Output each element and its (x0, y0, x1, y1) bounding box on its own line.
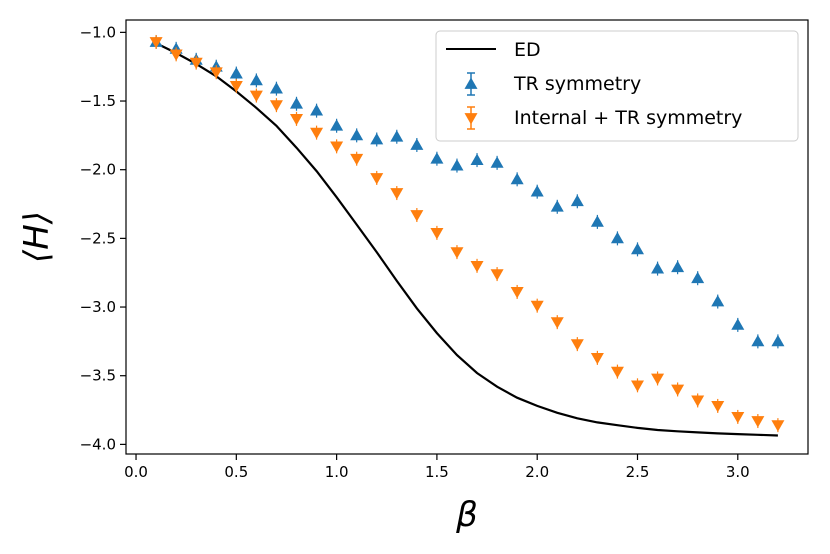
internal-tr-data-point (751, 416, 765, 428)
internal-tr-data-point (510, 287, 524, 299)
internal-tr-data-point (189, 57, 203, 70)
internal-tr-data-point (651, 373, 665, 385)
internal-tr-data-point (169, 49, 183, 61)
internal-tr-data-point (249, 90, 263, 103)
tr-data-point (510, 172, 524, 185)
legend-box (435, 30, 799, 142)
internal-tr-data-point (771, 420, 785, 432)
x-axis-label: β (455, 495, 478, 535)
tr-data-point (390, 130, 404, 142)
legend: ED TR symmetry Internal + TR symmetry (435, 30, 799, 142)
y-tick-label: −2.0 (80, 161, 116, 179)
y-axis-ticks: −1.0 −1.5 −2.0 −2.5 −3.0 −3.5 −4.0 (80, 23, 126, 453)
tr-data-point (691, 271, 705, 284)
x-tick-label: 1.0 (325, 463, 349, 481)
internal-tr-data-point (269, 100, 283, 112)
y-tick-label: −3.5 (80, 367, 116, 385)
internal-tr-data-point (209, 67, 223, 79)
x-tick-label: 0.5 (224, 463, 248, 481)
y-tick-label: −3.0 (80, 298, 116, 316)
tr-data-point (229, 67, 243, 79)
internal-tr-data-point (470, 260, 484, 273)
internal-tr-data-point (631, 380, 644, 392)
tr-data-point (450, 159, 464, 171)
tr-data-point (771, 334, 785, 347)
tr-data-point (751, 334, 765, 347)
legend-label-internal-tr: Internal + TR symmetry (514, 107, 742, 129)
tr-data-point (550, 200, 564, 212)
y-tick-label: −1.5 (80, 92, 116, 110)
x-tick-label: 3.0 (726, 463, 750, 481)
tr-data-point (310, 104, 324, 116)
internal-tr-data-point (731, 412, 745, 424)
y-tick-label: −1.0 (80, 23, 116, 41)
tr-data-point (490, 156, 504, 168)
tr-data-point (249, 73, 263, 86)
legend-marker-internal-tr (464, 106, 478, 130)
y-tick-label: −4.0 (80, 435, 116, 453)
tr-data-point (330, 119, 344, 131)
internal-tr-data-point (590, 352, 604, 365)
internal-tr-data-point (610, 366, 624, 379)
legend-marker (464, 77, 478, 89)
tr-data-point (570, 194, 584, 207)
tr-data-point (731, 318, 745, 330)
internal-tr-series (149, 34, 785, 433)
x-tick-label: 2.0 (525, 463, 549, 481)
tr-data-point (530, 185, 544, 197)
tr-data-point (651, 262, 665, 274)
legend-marker-tr (464, 72, 478, 96)
tr-data-point (711, 295, 725, 307)
x-tick-label: 0.0 (124, 463, 148, 481)
internal-tr-data-point (430, 228, 444, 240)
tr-data-point (269, 82, 283, 94)
internal-tr-data-point (711, 401, 725, 413)
legend-marker (464, 113, 478, 125)
internal-tr-data-point (390, 188, 404, 200)
internal-tr-data-point (570, 339, 584, 351)
plot-marks (149, 34, 785, 437)
legend-label-ed: ED (514, 39, 541, 61)
tr-data-point (470, 153, 484, 165)
legend-label-tr: TR symmetry (513, 73, 641, 95)
internal-tr-data-point (671, 384, 685, 396)
tr-data-point (370, 132, 384, 145)
axes-frame (125, 19, 809, 455)
internal-tr-data-point (490, 269, 504, 281)
y-axis-label: ⟨H⟩ (17, 211, 57, 263)
internal-tr-data-point (530, 300, 544, 313)
internal-tr-data-point (350, 153, 364, 166)
x-tick-label: 1.5 (425, 463, 449, 481)
x-axis-ticks: 0.0 0.5 1.0 1.5 2.0 2.5 3.0 (124, 454, 750, 481)
internal-tr-data-point (229, 81, 243, 93)
tr-data-point (350, 128, 364, 141)
tr-data-point (410, 138, 424, 150)
internal-tr-data-point (691, 395, 705, 407)
internal-tr-data-point (330, 141, 344, 153)
x-tick-label: 2.5 (626, 463, 650, 481)
tr-data-point (590, 215, 604, 227)
internal-tr-data-point (149, 37, 163, 49)
tr-data-point (671, 260, 685, 273)
ed-line (155, 42, 778, 437)
internal-tr-data-point (370, 173, 384, 185)
tr-data-point (610, 231, 624, 244)
internal-tr-data-point (450, 247, 464, 259)
y-tick-label: −2.5 (80, 229, 116, 247)
internal-tr-data-point (290, 114, 303, 126)
tr-data-point (430, 152, 444, 164)
tr-data-point (631, 242, 644, 255)
internal-tr-data-point (550, 317, 564, 329)
internal-tr-data-point (410, 210, 424, 222)
tr-data-point (290, 97, 303, 109)
internal-tr-data-point (310, 127, 324, 140)
tr-symmetry-series (149, 34, 785, 349)
